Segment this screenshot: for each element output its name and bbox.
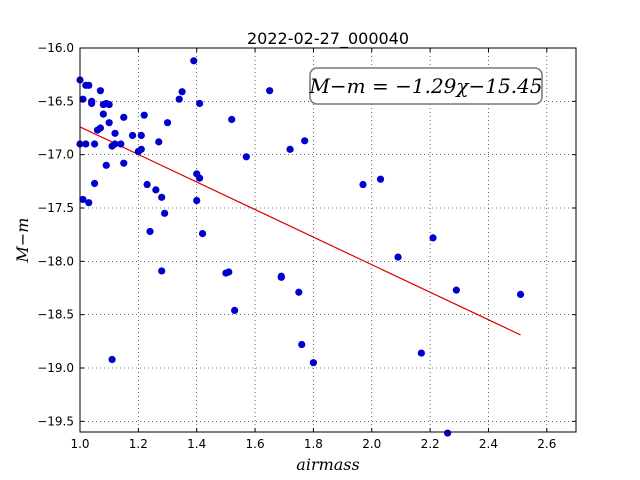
data-point (228, 115, 236, 124)
data-point (231, 306, 239, 314)
plot-area (80, 48, 576, 432)
data-point (137, 145, 145, 153)
data-point (117, 140, 125, 148)
data-point (196, 99, 204, 108)
data-point (163, 119, 172, 127)
data-point (301, 137, 309, 145)
x-tick-label: 1.6 (246, 437, 265, 451)
data-point (429, 234, 437, 242)
data-point (158, 193, 166, 201)
data-point (88, 97, 96, 105)
data-point (108, 355, 116, 364)
data-point (128, 131, 137, 140)
y-tick-label: −19.5 (37, 414, 74, 428)
fit-equation-box: M−m = −1.29χ−15.45 (308, 67, 543, 105)
y-tick-label: −18.5 (37, 308, 74, 322)
data-point (79, 195, 87, 204)
x-tick-label: 1.4 (187, 437, 206, 451)
data-point (190, 57, 198, 65)
y-tick-label: −17.0 (37, 148, 74, 162)
data-point (242, 153, 250, 161)
y-tick-label: −17.5 (37, 201, 74, 215)
y-tick-label: −19.0 (37, 361, 74, 375)
data-point (96, 87, 105, 95)
chart-title: 2022-02-27_000040 (247, 29, 409, 49)
data-point (140, 111, 148, 119)
data-point (137, 131, 145, 140)
data-point (286, 145, 294, 153)
data-point (175, 95, 183, 103)
y-axis-label: M−m (13, 218, 32, 264)
data-point (90, 179, 99, 188)
data-point (225, 268, 233, 276)
data-point (96, 124, 105, 132)
x-axis-label: airmass (296, 455, 359, 474)
fit-equation: M−m = −1.29χ−15.45 (308, 74, 542, 98)
data-points (76, 57, 525, 437)
y-tick-label: −16.0 (37, 41, 74, 55)
x-tick-label: 1.2 (129, 437, 148, 451)
data-point (198, 230, 207, 238)
data-point (152, 186, 160, 194)
data-point (376, 175, 385, 183)
data-point (417, 349, 425, 357)
data-point (266, 87, 274, 95)
data-point (516, 290, 525, 298)
fit-line-layer (79, 126, 521, 336)
data-point (105, 119, 113, 127)
data-point (143, 180, 151, 189)
data-point (102, 161, 110, 169)
data-point (146, 227, 154, 236)
data-point (295, 288, 303, 296)
x-tick-label: 2.2 (421, 437, 440, 451)
data-point (120, 159, 128, 167)
data-point (193, 196, 201, 205)
data-point (452, 286, 460, 294)
data-point (82, 140, 90, 148)
data-point (105, 100, 113, 109)
data-point (158, 267, 166, 275)
fit-equation-frame (309, 67, 543, 105)
data-point (298, 340, 306, 349)
x-tick-label: 2.4 (479, 437, 498, 451)
data-point (120, 113, 128, 121)
data-point (90, 140, 99, 148)
x-tick-label: 1.0 (70, 437, 89, 451)
data-point (111, 129, 119, 137)
data-point (309, 359, 318, 367)
data-point (85, 81, 93, 89)
data-point (111, 140, 119, 148)
data-point (99, 110, 107, 118)
y-tick-label: −16.5 (37, 94, 74, 108)
data-point (155, 138, 163, 146)
data-point (394, 253, 402, 261)
data-point (277, 273, 285, 281)
data-point (178, 88, 186, 96)
x-tick-label: 2.6 (537, 437, 556, 451)
fit-line (79, 126, 521, 336)
data-point (359, 180, 367, 189)
x-tick-label: 2.0 (362, 437, 381, 451)
x-tick-label: 1.8 (304, 437, 323, 451)
data-point (196, 174, 204, 182)
plot-frame (79, 47, 577, 433)
y-tick-label: −18.0 (37, 254, 74, 268)
data-point (85, 199, 93, 207)
data-point (161, 209, 169, 217)
data-point (444, 429, 452, 437)
axis-ticks: 1.0 1.2 1.4 1.6 1.8 2.0 2.2 2.4 2.6 −16.0 −16.5 −17… (37, 41, 576, 451)
